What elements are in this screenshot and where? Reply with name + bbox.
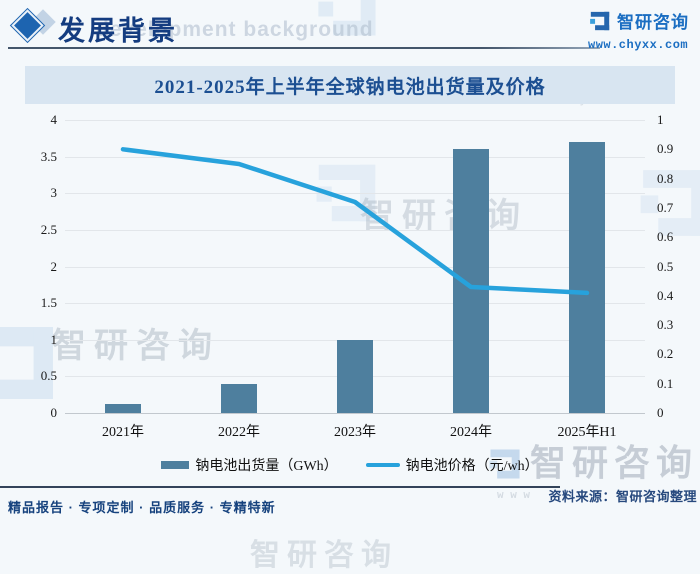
chart-legend: 钠电池出货量（GWh） 钠电池价格（元/wh） [0,455,700,475]
brand-logo-icon [588,9,612,33]
right-axis-tick: 1 [657,112,664,127]
bar-2025年H1 [569,142,605,413]
line-swatch-icon [365,463,400,467]
left-axis-tick: 3.5 [40,148,57,164]
right-axis-tick: 0.4 [657,287,674,303]
left-axis-tick: 4 [50,112,58,127]
watermark-logo-icon [486,445,524,483]
page-title: 发展背景 [58,16,178,46]
data-source-text: 资料来源：智研咨询整理 [548,489,697,504]
right-axis-tick: 0.7 [657,199,674,215]
x-axis-label: 2023年 [334,425,376,440]
gridline [65,413,645,414]
footer-divider [0,486,560,488]
right-axis-tick: 0.9 [657,141,674,157]
x-axis-label: 2024年 [450,425,492,440]
gridline [65,229,645,231]
bar-swatch-icon [161,461,190,469]
gridline [65,156,645,158]
legend-item: 钠电池价格（元/wh） [365,455,539,475]
right-axis-tick: 0.6 [657,229,674,245]
right-axis-tick: 0 [657,405,664,420]
left-axis-tick: 0.5 [40,368,57,384]
left-axis-tick: 3 [50,185,58,201]
header-divider [8,47,600,49]
brand-block: 智研咨询 www.chyxx.com [588,8,696,52]
x-axis-label: 2022年 [218,425,260,440]
bar-2023年 [337,339,373,414]
legend-label: 钠电池出货量（GWh） [195,459,338,474]
right-axis-tick: 0.1 [657,375,674,391]
left-axis-tick: 2.5 [40,221,57,237]
right-axis-tick: 0.8 [657,170,674,186]
gridline [65,193,645,195]
x-axis-label: 2025年H1 [557,425,617,440]
right-axis-tick: 0.5 [657,258,674,274]
left-axis-tick: 1 [50,331,58,347]
watermark-brand-text: 智研咨询 [250,539,398,572]
x-axis-label: 2021年 [102,425,144,440]
right-axis-tick: 0.2 [657,346,674,362]
gridline [65,303,645,305]
header-watermark-text: development background [96,18,374,41]
legend-item: 钠电池出货量（GWh） [161,455,338,475]
gridline [65,120,645,121]
left-axis-tick: 0 [50,405,58,420]
price-line [120,147,590,296]
chart-title-band: 2021-2025年上半年全球钠电池出货量及价格 [25,66,675,104]
right-axis-tick: 0.3 [657,317,674,333]
left-axis-tick: 1.5 [40,295,57,311]
brand-url: www.chyxx.com [588,38,689,52]
watermark-brand-text: 智研咨询 [529,442,698,483]
gridline [65,266,645,268]
bottom-brand-watermark: 智研咨询 [486,445,698,483]
chart-title: 2021-2025年上半年全球钠电池出货量及价格 [154,76,546,98]
bar-2021年 [105,403,141,413]
bar-2024年 [453,149,489,413]
brand-name: 智研咨询 [617,13,689,32]
bar-2022年 [221,383,257,413]
left-axis-tick: 2 [50,258,58,274]
footer-tagline: 精品报告 · 专项定制 · 品质服务 · 专精特新 [8,500,276,515]
legend-label: 钠电池价格（元/wh） [405,459,539,474]
chart-plot-area: 0 0.5 1 1.5 2 2.5 3 3.5 4 0 0.1 0.2 0.3 0.4 0.5 0.6 0.7 0… [40,112,674,440]
